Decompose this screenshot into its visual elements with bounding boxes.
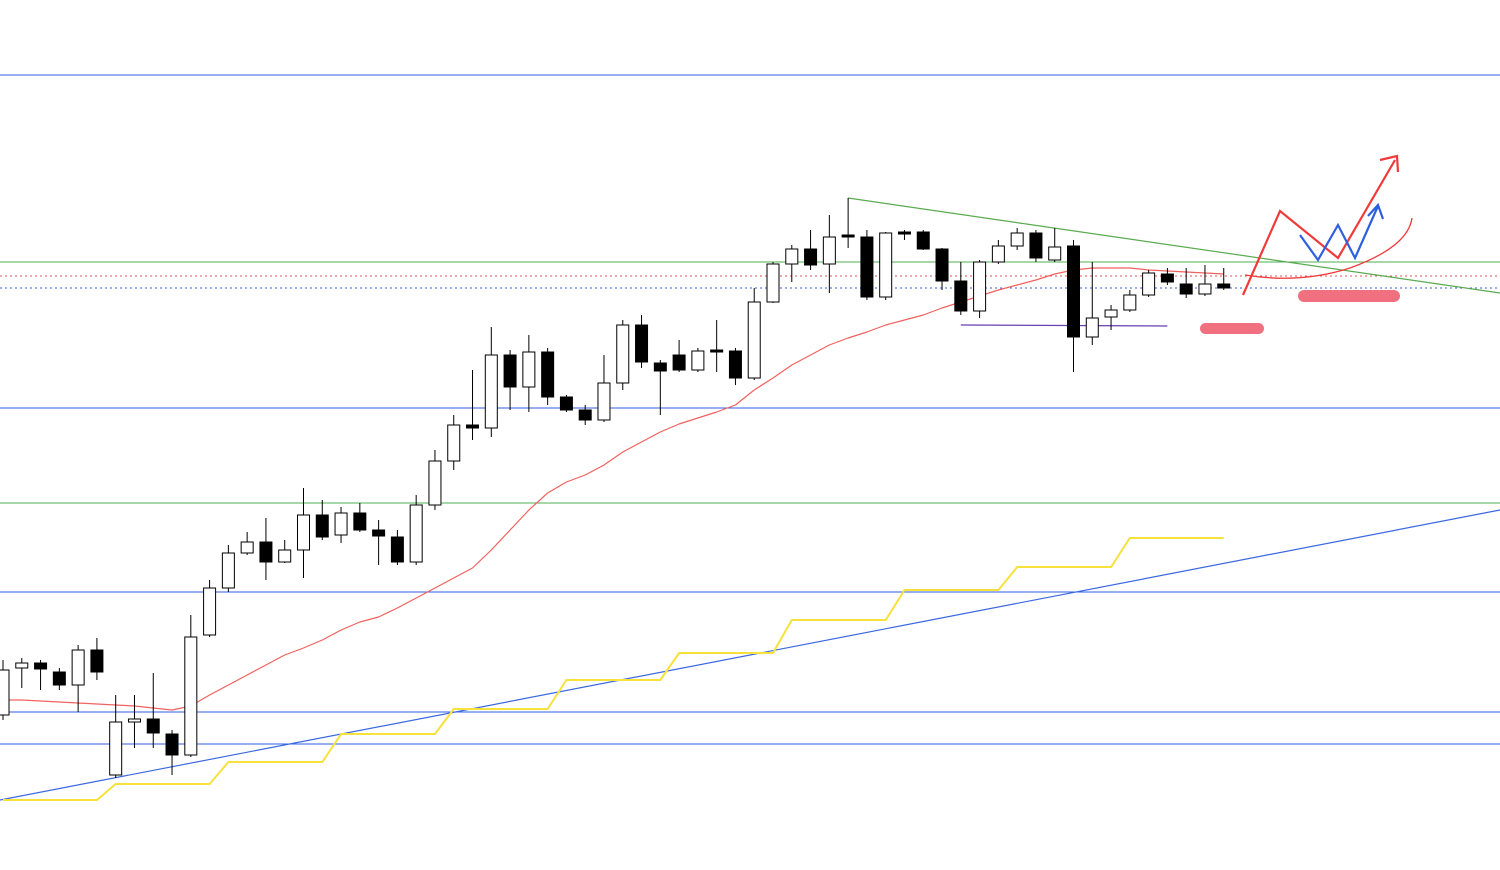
forecast-path	[1241, 159, 1396, 296]
candle-body	[916, 231, 930, 250]
candle-body	[109, 721, 123, 776]
candle-body	[1198, 283, 1212, 295]
indicator-line	[3, 537, 1224, 801]
candle-body	[503, 354, 517, 388]
trend-line	[960, 324, 1168, 327]
candle-body	[71, 649, 85, 686]
candle-body	[1066, 245, 1080, 338]
candle-body	[635, 324, 649, 363]
candle-body	[221, 552, 235, 589]
candle-body	[559, 396, 573, 411]
candle-body	[52, 671, 66, 686]
candle-body	[822, 236, 836, 265]
candle-body	[597, 382, 611, 421]
candle-body	[747, 301, 761, 379]
candle-body	[428, 460, 442, 506]
candle-body	[240, 541, 254, 554]
candle-body	[372, 529, 386, 537]
candle-body	[728, 350, 742, 379]
candle-body	[1010, 232, 1024, 247]
candle-body	[804, 248, 818, 266]
candle-body	[34, 662, 48, 670]
candle-body	[991, 245, 1005, 263]
candle-body	[334, 512, 348, 536]
candle-body	[616, 324, 630, 384]
candle-body	[278, 549, 292, 563]
candle-body	[296, 514, 310, 551]
candle-body	[879, 232, 893, 298]
arrow-head	[1379, 154, 1400, 173]
candle-body	[1179, 283, 1193, 295]
annotations	[1200, 154, 1413, 334]
candle-body	[259, 541, 273, 563]
indicators	[3, 267, 1224, 801]
candle-body	[522, 351, 536, 388]
candle-body	[127, 718, 141, 723]
candle-body	[841, 234, 855, 238]
candle-body	[0, 669, 10, 716]
candle-body	[653, 362, 667, 372]
candle-body	[203, 587, 217, 636]
candle-body	[409, 504, 423, 563]
candle-body	[1142, 272, 1156, 296]
candle-body	[785, 248, 799, 265]
candle-body	[315, 514, 329, 538]
candle-body	[90, 649, 104, 673]
candle-body	[1029, 232, 1043, 259]
candle-body	[935, 248, 949, 282]
candle-body	[390, 536, 404, 563]
trend-line	[0, 509, 1500, 801]
candle-body	[672, 354, 686, 371]
candles	[0, 198, 1231, 778]
candle-body	[691, 350, 705, 371]
candle-body	[860, 236, 874, 298]
indicator-line	[3, 267, 1224, 711]
forecast-curve	[1244, 217, 1413, 279]
candle-body	[897, 231, 911, 235]
arrow-head	[1367, 202, 1385, 220]
forecast-path	[1299, 205, 1380, 263]
candle-body	[766, 263, 780, 303]
candle-body	[710, 349, 724, 353]
candle-body	[15, 662, 29, 669]
candle-body	[146, 718, 160, 734]
candle-body	[1160, 273, 1174, 283]
candle-body	[165, 733, 179, 756]
candle-body	[447, 424, 461, 462]
candle-body	[1123, 294, 1137, 311]
candle-body	[1085, 317, 1099, 338]
candle-body	[353, 512, 367, 531]
candle-body	[954, 280, 968, 312]
candle-body	[541, 351, 555, 398]
candle-body	[484, 354, 498, 429]
candle-body	[1104, 309, 1118, 318]
candle-body	[466, 424, 480, 429]
candle-body	[1217, 283, 1231, 289]
zone-marker	[1298, 290, 1400, 302]
candle-body	[973, 261, 987, 312]
candle-body	[1048, 246, 1062, 261]
trend-line	[848, 197, 1500, 294]
candle-body	[578, 409, 592, 421]
zone-marker	[1200, 323, 1264, 334]
candle-body	[184, 636, 198, 756]
levels	[0, 74, 1500, 801]
